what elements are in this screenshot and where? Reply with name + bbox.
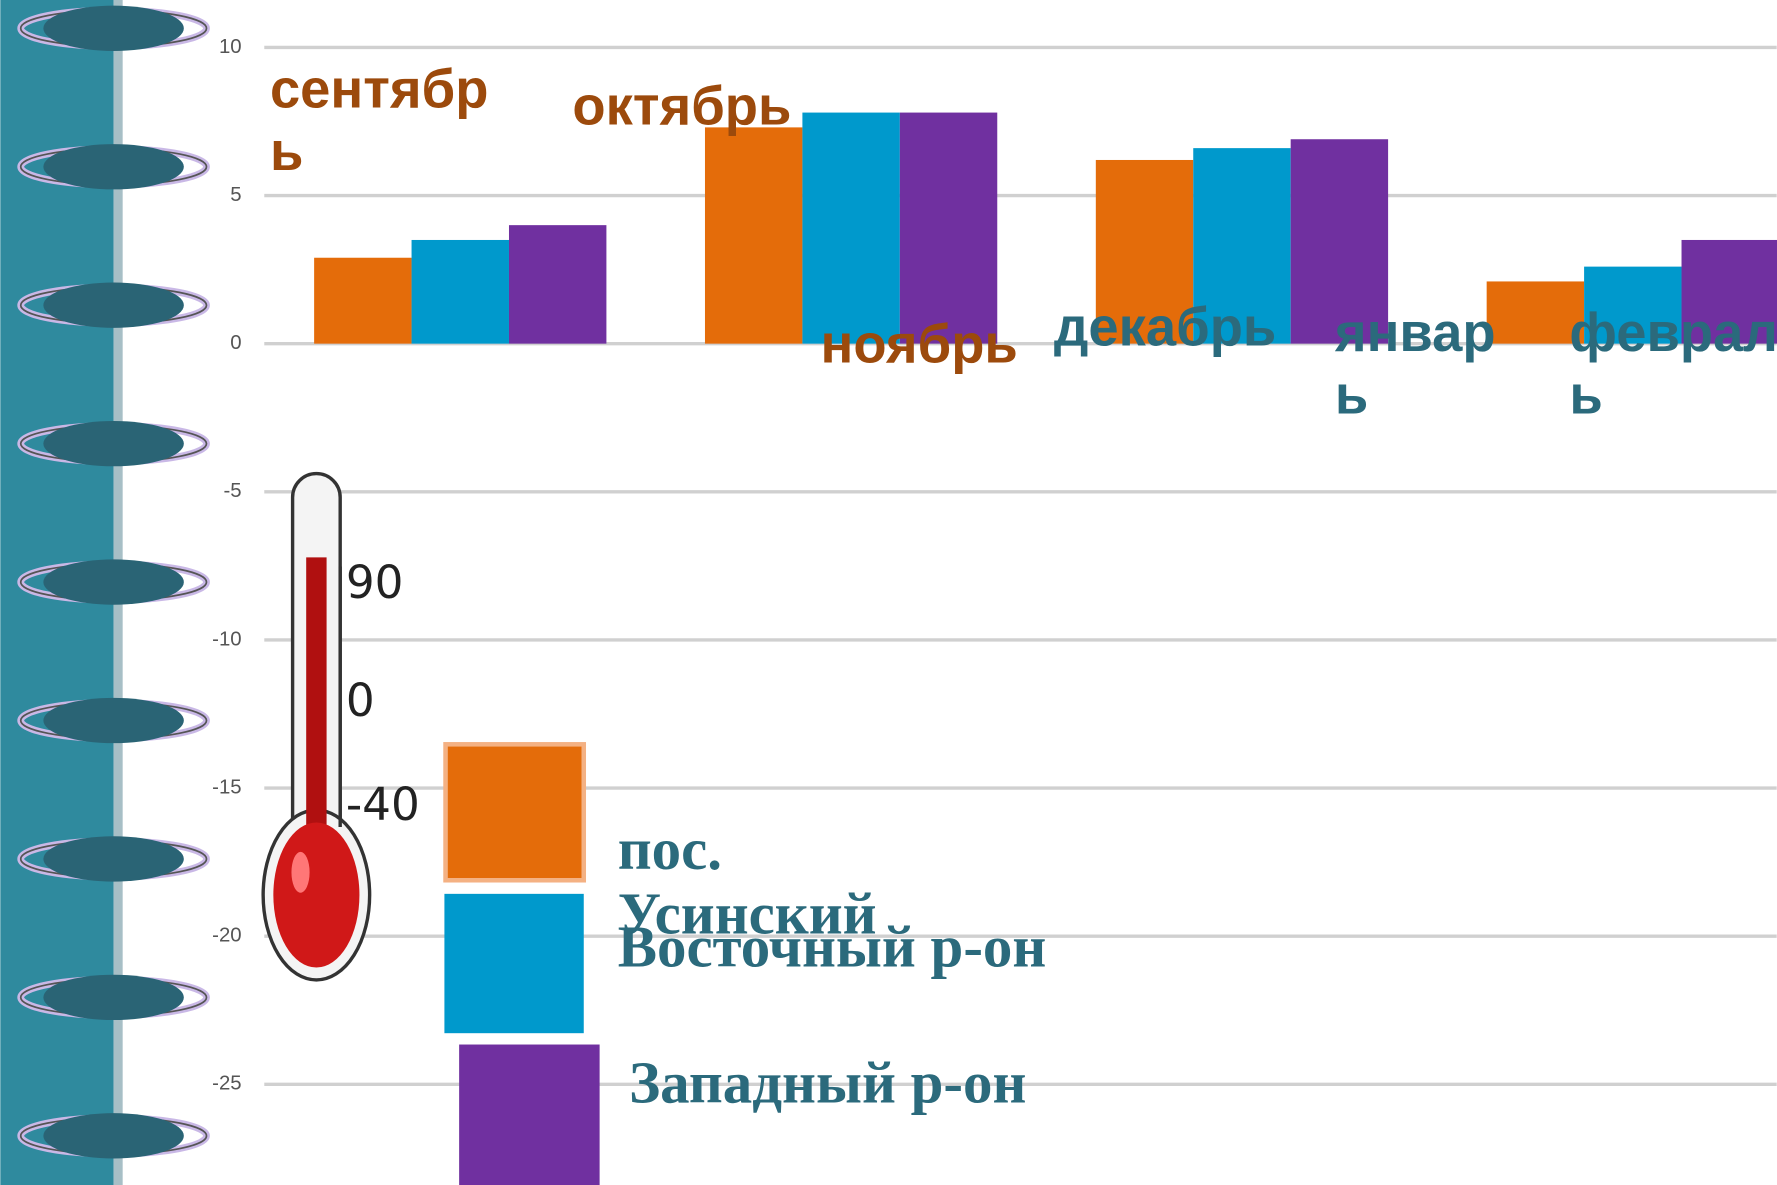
month-label: октябрь (572, 77, 792, 138)
bar (1486, 281, 1585, 344)
ring-clip (43, 420, 184, 467)
legend-swatch (444, 893, 584, 1034)
month-label-text: январь (1334, 303, 1496, 427)
y-tick-label: 10 (219, 36, 242, 58)
legend-label: пос. Усинский (617, 817, 877, 948)
thermometer-label: -40 (346, 778, 420, 831)
bar (1584, 266, 1682, 344)
y-tick-label: 5 (230, 184, 241, 206)
y-tick-label: -20 (212, 925, 241, 947)
y-tick-label: 0 (230, 332, 241, 354)
legend-label: Восточный р-он (617, 915, 1047, 980)
plot: 10 5 0 -5 -10 -15 -20 -25 (212, 36, 1777, 1095)
legend-swatch (443, 742, 587, 883)
y-tick-label: -15 (212, 776, 241, 798)
annotations: сентябрь октябрь ноябрь декабрь январь феврал… (269, 60, 1777, 427)
month-label-text: сентябрь (269, 60, 489, 183)
month-label-text: октябрь (572, 77, 792, 138)
month-label-text: февраль (1569, 303, 1777, 427)
rings (17, 5, 210, 1159)
ring-clip (43, 282, 184, 328)
month-label-text: ноябрь (820, 314, 1018, 375)
ring-clip (43, 974, 184, 1021)
legend-label-text: Восточный р-он (617, 915, 1047, 980)
thermometer-label: 0 (346, 674, 375, 727)
bar (1290, 139, 1389, 344)
legend-label-text: Западный р-он (629, 1051, 1027, 1116)
bar (704, 127, 803, 344)
ring-clip (43, 559, 184, 605)
bar (899, 112, 998, 344)
ring-clip (43, 697, 184, 744)
ring-clip (43, 144, 184, 190)
thermometer-label: 90 (346, 556, 404, 609)
month-label-text: декабрь (1053, 297, 1277, 358)
month-label: январь (1334, 303, 1496, 427)
bar (1681, 239, 1777, 344)
legend-swatch (459, 1044, 600, 1185)
bar (508, 225, 607, 344)
bar (1095, 159, 1194, 344)
ring-clip (43, 5, 184, 51)
ring-clip (43, 836, 184, 882)
legend-label-text: пос. Усинский (617, 817, 877, 948)
ring-clip (43, 1113, 184, 1159)
month-label: ноябрь (820, 314, 1018, 375)
y-tick-label: -25 (212, 1073, 241, 1095)
bar (411, 239, 509, 344)
month-label: февраль (1569, 303, 1777, 427)
month-label: декабрь (1053, 297, 1277, 358)
legend-label: Западный р-он (629, 1051, 1027, 1116)
bar (802, 112, 900, 344)
y-tick-label: -5 (223, 480, 241, 502)
thermometer: 90 0 -40 (261, 471, 420, 982)
bar (314, 257, 412, 344)
y-tick-label: -10 (212, 628, 241, 650)
bar (1193, 148, 1291, 344)
month-label: сентябрь (269, 60, 489, 183)
